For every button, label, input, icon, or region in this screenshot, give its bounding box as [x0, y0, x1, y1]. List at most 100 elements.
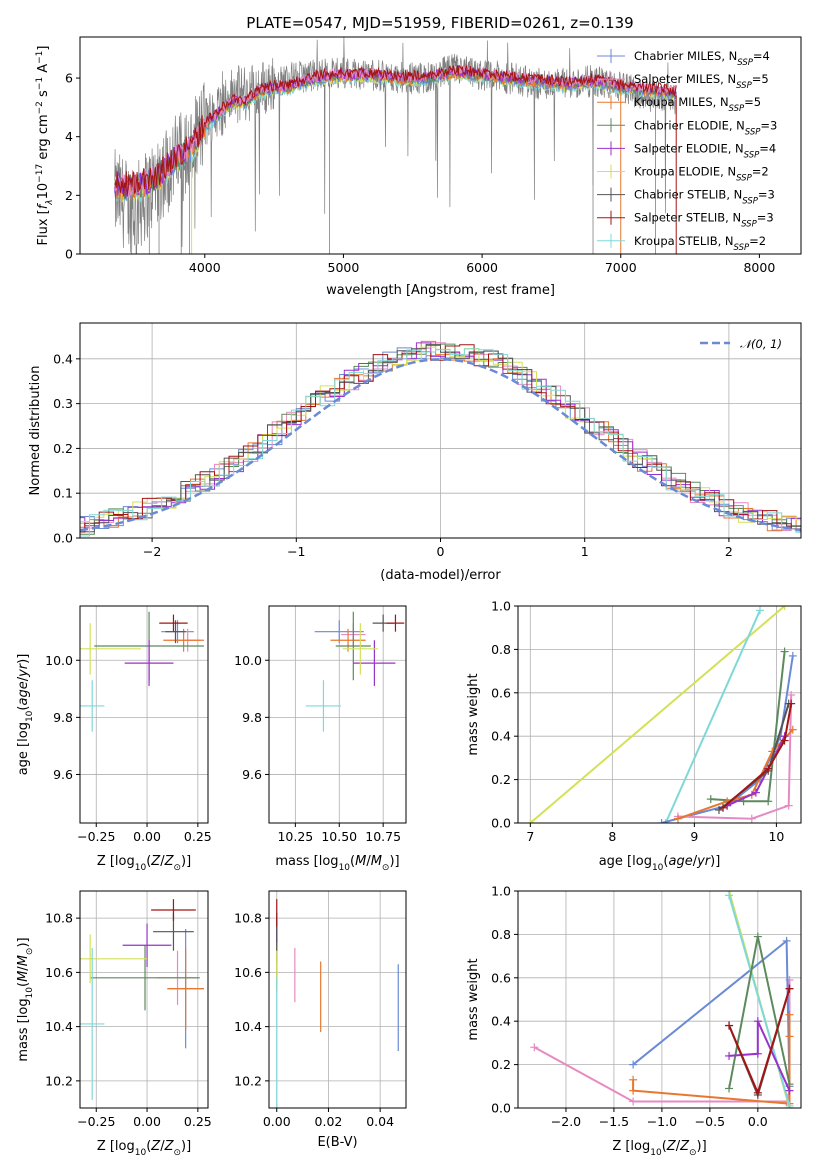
errorbar-point-kroupa_stelib	[80, 947, 105, 1100]
y-tick-label: 9.6	[242, 767, 262, 782]
label-part: age [log	[16, 722, 31, 775]
label-part: /	[16, 966, 31, 971]
y-axis-label: Flux [fλ10−17 erg cm−2 s−1 A−1]	[35, 46, 55, 246]
x-axis-label: E(B-V)	[317, 1135, 357, 1150]
mass-vs-reddening-panel: 0.00 0.02 0.04 10.2 10.4 10.6 10.8 E(B-V)	[234, 890, 407, 1150]
weight-line	[664, 609, 761, 823]
legend-label-value: =4	[753, 49, 770, 63]
label-part: Z	[150, 854, 161, 869]
x-tick-label: 0.00	[133, 1114, 161, 1129]
x-tick-label: 7	[526, 829, 534, 844]
x-tick-label: 0.25	[184, 1114, 212, 1129]
x-tick-label: 7000	[605, 260, 637, 275]
label-part: yr	[696, 854, 712, 869]
errorbar-point-kroupa_stelib	[80, 680, 105, 732]
legend-label-value: =5	[744, 95, 761, 109]
histogram-step-salpeter_stelib	[80, 344, 801, 533]
label-part: Z	[150, 1139, 161, 1154]
label-part: mass [log	[16, 998, 31, 1061]
label-part: (	[146, 1139, 151, 1154]
y-tick-label: 4	[65, 129, 73, 144]
histogram-step-kroupa_stelib	[80, 348, 801, 537]
legend-label-sub: SSP	[737, 58, 753, 68]
legend-label: Kroupa ELODIE, NSSP=2	[634, 165, 769, 184]
x-axis-label: Z [log10(Z/Z⊙)]	[97, 1139, 191, 1158]
label-part: s	[36, 90, 51, 101]
y-tick-label: 0.4	[491, 729, 511, 744]
y-tick-label: 0.8	[491, 927, 511, 942]
label-part: Z	[666, 1139, 677, 1154]
x-tick-label: 0.04	[366, 1114, 394, 1129]
y-tick-label: 10.0	[45, 653, 73, 668]
weight-line	[529, 606, 786, 823]
weight-line	[729, 1020, 791, 1092]
y-tick-label: 10.8	[234, 911, 262, 926]
label-part: Z [log	[97, 854, 135, 869]
x-axis-label: (data-model)/error	[380, 568, 501, 583]
y-tick-label: 0.1	[53, 486, 73, 501]
y-tick-label: 10.4	[45, 1019, 73, 1034]
weight-line	[722, 703, 793, 809]
x-tick-label: 8	[608, 829, 616, 844]
residual-histogram-panel: −2 −1 0 1 2 0.0 0.1 0.2 0.3 0.4 𝒩(0, 1) (data-model…	[28, 322, 802, 583]
label-part: 10	[652, 863, 664, 873]
label-part: ⊙	[689, 1148, 697, 1158]
label-part: /	[16, 676, 31, 681]
weight-series-salpeter_elodie	[725, 1017, 794, 1095]
legend-label: Chabrier ELODIE, NSSP=3	[634, 118, 777, 137]
errorbar-point-salpeter_elodie	[124, 640, 174, 686]
spectrum-plot-area	[114, 37, 677, 254]
model-spectrum-salpeter_stelib	[114, 64, 677, 197]
x-tick-label: 6000	[466, 260, 498, 275]
legend-label-value: =2	[749, 234, 766, 248]
weight-vs-metallicity-panel: −2.0 −1.5 −1.0 −0.5 0.0 0.0 0.2 0.4 0.6 0.8 1.0 Z […	[466, 884, 802, 1158]
label-part: Z	[164, 854, 175, 869]
y-tick-label: 0.6	[491, 970, 511, 985]
label-part: ⊙	[382, 863, 390, 873]
label-part: M	[16, 955, 31, 966]
legend-label-sub: SSP	[741, 220, 757, 230]
y-tick-label: 0.2	[53, 441, 73, 456]
age-vs-metallicity-panel: −0.25 0.00 0.259.69.810.0Z [log10(Z/Z⊙)]ag…	[16, 605, 212, 873]
legend-label: Salpeter MILES, NSSP=5	[634, 72, 769, 91]
label-part: Z [log	[97, 1139, 135, 1154]
x-tick-label: 9	[690, 829, 698, 844]
label-part: −1	[35, 51, 45, 64]
label-part: age	[16, 681, 31, 705]
x-tick-label: 5000	[328, 260, 360, 275]
legend-label-sub: SSP	[736, 174, 752, 184]
label-part: (	[16, 706, 31, 711]
x-axis-label: Z [log10(Z/Z⊙)]	[97, 854, 191, 873]
y-tick-label: 10.2	[234, 1073, 262, 1088]
scatter-plot-area	[305, 611, 405, 732]
label-part: /	[160, 1139, 165, 1154]
y-tick-label: 0.0	[491, 816, 511, 831]
label-part: M	[355, 854, 366, 869]
y-tick-label: 9.8	[242, 710, 262, 725]
y-tick-label: 10.6	[234, 965, 262, 980]
legend-label-value: =3	[758, 188, 775, 202]
legend-label: 𝒩(0, 1)	[740, 337, 782, 351]
x-tick-label: −1	[287, 544, 305, 559]
weight-series-kroupa_elodie	[526, 606, 789, 823]
x-tick-label: 0.00	[263, 1114, 291, 1129]
weight-line	[726, 735, 786, 807]
label-part: )]	[181, 854, 191, 869]
label-part: )]	[389, 854, 399, 869]
weight-plot-area	[526, 606, 797, 823]
errorbar-point-chabrier_stelib	[165, 620, 186, 644]
errorbar-point-salpeter_stelib	[386, 614, 405, 632]
axes-frame	[79, 605, 209, 824]
label-part: ]	[36, 46, 51, 51]
y-tick-label: 6	[65, 71, 73, 86]
label-part: /	[160, 854, 165, 869]
x-axis-label: wavelength [Angstrom, rest frame]	[326, 283, 555, 298]
x-tick-label: 0.00	[133, 829, 161, 844]
x-tick-label: 10	[768, 829, 784, 844]
label-part: (	[662, 1139, 667, 1154]
y-tick-label: 2	[65, 188, 73, 203]
label-part: (	[663, 854, 668, 869]
